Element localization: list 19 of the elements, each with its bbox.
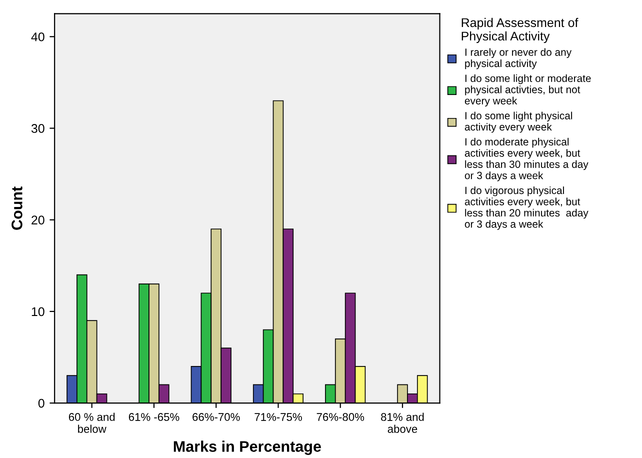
legend-label: I do some light or moderate physical activties, but not every week [464, 74, 591, 107]
y-tick-label: 30 [31, 124, 44, 133]
legend-label: I do vigorous physical activities every week, but less than 20 minutes aday or 3 days a week [464, 186, 588, 230]
y-tick-label: 10 [32, 307, 44, 316]
y-tick-label: 0 [38, 398, 44, 408]
legend-label: I do some light physical activity every week [464, 112, 572, 133]
legend-title: Rapid Assessment of Physical Activity [462, 18, 578, 44]
x-tick-label: 61% -65% [128, 413, 180, 421]
legend-label: I rarely or never do any physical activity [465, 48, 572, 70]
y-tick-label: 20 [32, 216, 44, 224]
y-tick-label: 40 [31, 32, 44, 42]
x-tick-label: 60 % and below [68, 412, 115, 433]
x-axis-title: Marks in Percentage [174, 440, 321, 455]
x-tick-label: 76%-80% [316, 413, 364, 421]
legend-label: I do moderate physical activities every week, but less than 30 minutes a day or 3 days a week [464, 138, 588, 182]
x-tick-label: 81% and above [381, 412, 424, 433]
x-tick-label: 71%-75% [254, 413, 302, 421]
y-axis-title: Count [12, 186, 22, 230]
x-tick-label: 66%-70% [192, 413, 240, 421]
